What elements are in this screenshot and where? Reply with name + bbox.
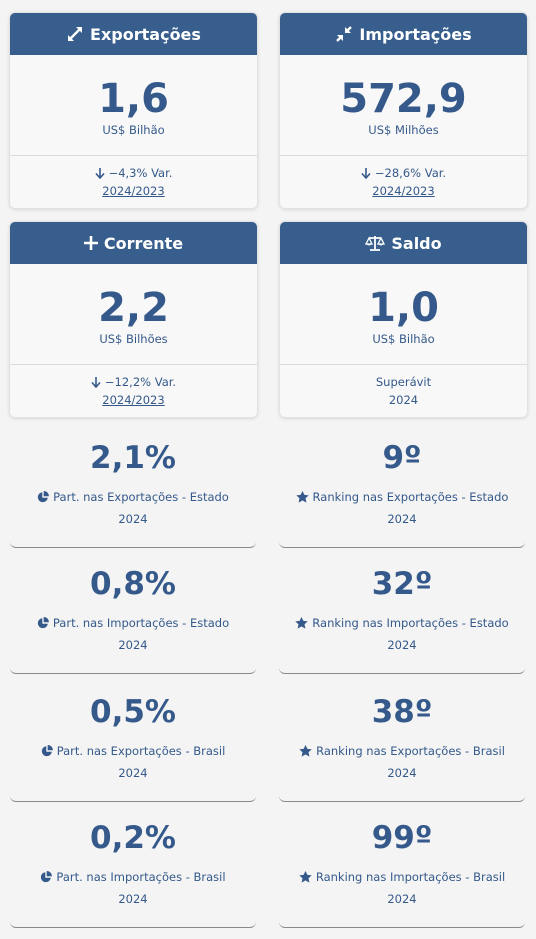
trade-flow-card: Corrente 2,2 US$ Bilhões −12,2% Var. 202… xyxy=(10,222,257,417)
star-icon xyxy=(299,871,312,883)
exports-unit: US$ Bilhão xyxy=(102,123,165,137)
plus-icon xyxy=(83,236,98,250)
stat-label: Part. nas Exportações - Brasil xyxy=(56,744,226,758)
balance-value: 1,0 xyxy=(368,285,439,331)
exports-footer: −4,3% Var. 2024/2023 xyxy=(10,156,257,208)
stat-value: 9º xyxy=(382,440,422,476)
expand-arrows-icon xyxy=(68,27,83,41)
pie-chart-icon xyxy=(41,871,53,883)
trade-flow-variation-line: −12,2% Var. xyxy=(91,373,176,391)
exports-value: 1,6 xyxy=(98,76,169,122)
stat-label-line: Ranking nas Exportações - Brasil xyxy=(299,744,505,758)
stat-year: 2024 xyxy=(118,766,148,780)
trade-flow-period-link[interactable]: 2024/2023 xyxy=(102,393,165,407)
pie-chart-icon xyxy=(41,745,53,757)
stat-exports-state-share: 2,1% Part. nas Exportações - Estado 2024 xyxy=(10,424,256,548)
stat-exports-brazil-share: 0,5% Part. nas Exportações - Brasil 2024 xyxy=(10,678,256,802)
stat-value: 0,8% xyxy=(90,566,176,602)
stat-label: Ranking nas Exportações - Brasil xyxy=(316,744,505,758)
stat-value: 38º xyxy=(371,694,433,730)
stat-label: Ranking nas Importações - Brasil xyxy=(315,870,506,884)
pie-chart-icon xyxy=(37,617,49,629)
star-icon xyxy=(295,491,309,503)
stat-label-line: Ranking nas Importações - Estado xyxy=(295,616,509,630)
exports-variation: −4,3% Var. xyxy=(108,166,173,180)
stat-year: 2024 xyxy=(118,892,148,906)
exports-card: Exportações 1,6 US$ Bilhão −4,3% Var. 20… xyxy=(10,13,257,208)
trade-flow-card-header: Corrente xyxy=(10,222,257,264)
stat-label-line: Part. nas Importações - Brasil xyxy=(40,870,226,884)
imports-card: Importações 572,9 US$ Milhões −28,6% Var… xyxy=(280,13,527,208)
stat-imports-brazil-ranking: 99º Ranking nas Importações - Brasil 202… xyxy=(279,804,525,928)
compress-arrows-icon xyxy=(336,26,353,42)
balance-footer: Superávit 2024 xyxy=(280,365,527,417)
stat-imports-state-share: 0,8% Part. nas Importações - Estado 2024 xyxy=(10,550,256,674)
balance-unit: US$ Bilhão xyxy=(372,332,435,346)
arrow-down-icon xyxy=(94,167,105,179)
stat-exports-brazil-ranking: 38º Ranking nas Exportações - Brasil 202… xyxy=(279,678,525,802)
stat-imports-brazil-share: 0,2% Part. nas Importações - Brasil 2024 xyxy=(10,804,256,928)
stat-year: 2024 xyxy=(387,512,417,526)
stat-year: 2024 xyxy=(387,638,417,652)
stat-year: 2024 xyxy=(118,512,148,526)
arrow-down-icon xyxy=(91,376,101,388)
stat-value: 99º xyxy=(371,820,433,856)
imports-title: Importações xyxy=(359,24,472,44)
trade-flow-title: Corrente xyxy=(103,233,184,253)
imports-value: 572,9 xyxy=(340,76,467,122)
stat-value: 32º xyxy=(371,566,433,602)
arrow-down-icon xyxy=(361,167,371,179)
trade-flow-unit: US$ Bilhões xyxy=(99,332,168,346)
pie-chart-icon xyxy=(37,491,50,503)
exports-body: 1,6 US$ Bilhão xyxy=(10,55,257,156)
stat-label: Part. nas Importações - Estado xyxy=(52,616,230,630)
stat-year: 2024 xyxy=(118,638,148,652)
imports-variation: −28,6% Var. xyxy=(374,166,447,180)
balance-year: 2024 xyxy=(388,393,419,407)
imports-unit: US$ Milhões xyxy=(368,123,439,137)
balance-title: Saldo xyxy=(391,233,442,253)
trade-flow-footer: −12,2% Var. 2024/2023 xyxy=(10,365,257,417)
stat-year: 2024 xyxy=(387,766,417,780)
stat-label-line: Part. nas Importações - Estado xyxy=(37,616,229,630)
stat-label: Ranking nas Exportações - Estado xyxy=(312,490,509,504)
stat-value: 2,1% xyxy=(90,440,176,476)
trade-flow-body: 2,2 US$ Bilhões xyxy=(10,264,257,365)
stat-label-line: Ranking nas Exportações - Estado xyxy=(295,490,509,504)
exports-title: Exportações xyxy=(90,24,201,44)
stat-label: Part. nas Importações - Brasil xyxy=(56,870,226,884)
stat-exports-state-ranking: 9º Ranking nas Exportações - Estado 2024 xyxy=(279,424,525,548)
exports-card-header: Exportações xyxy=(10,13,257,55)
stat-value: 0,2% xyxy=(90,820,176,856)
imports-body: 572,9 US$ Milhões xyxy=(280,55,527,156)
exports-variation-line: −4,3% Var. xyxy=(94,164,173,182)
exports-period-link[interactable]: 2024/2023 xyxy=(102,184,165,198)
balance-card-header: Saldo xyxy=(280,222,527,264)
balance-scale-icon xyxy=(365,236,386,251)
balance-status: Superávit xyxy=(375,375,432,389)
balance-body: 1,0 US$ Bilhão xyxy=(280,264,527,365)
imports-footer: −28,6% Var. 2024/2023 xyxy=(280,156,527,208)
stat-imports-state-ranking: 32º Ranking nas Importações - Estado 202… xyxy=(279,550,525,674)
stat-label-line: Part. nas Exportações - Estado xyxy=(37,490,229,504)
stat-label-line: Ranking nas Importações - Brasil xyxy=(299,870,505,884)
trade-flow-variation: −12,2% Var. xyxy=(104,375,177,389)
stat-label: Ranking nas Importações - Estado xyxy=(312,616,509,630)
imports-period-link[interactable]: 2024/2023 xyxy=(372,184,435,198)
imports-variation-line: −28,6% Var. xyxy=(361,164,446,182)
stat-label: Part. nas Exportações - Estado xyxy=(53,490,229,504)
trade-flow-value: 2,2 xyxy=(98,285,169,331)
stat-label-line: Part. nas Exportações - Brasil xyxy=(41,744,226,758)
star-icon xyxy=(295,617,308,629)
stat-year: 2024 xyxy=(387,892,417,906)
stat-value: 0,5% xyxy=(90,694,176,730)
balance-card: Saldo 1,0 US$ Bilhão Superávit 2024 xyxy=(280,222,527,417)
star-icon xyxy=(299,745,312,757)
imports-card-header: Importações xyxy=(280,13,527,55)
